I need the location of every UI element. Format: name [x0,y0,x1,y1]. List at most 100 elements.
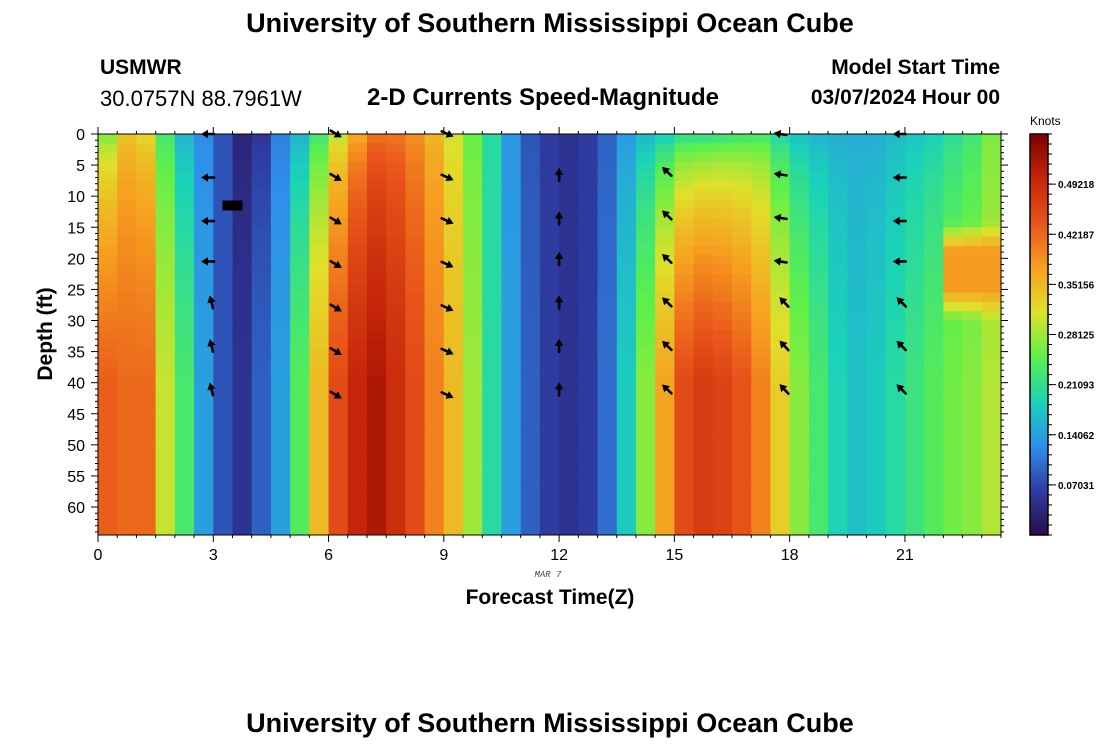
heatmap-cell [501,451,522,461]
heatmap-cell [674,441,695,452]
heatmap-cell [712,227,733,238]
current-vector [440,391,454,399]
heatmap-cell [808,497,829,508]
heatmap-cell [232,143,253,154]
heatmap-cell [732,525,752,535]
heatmap-cell [808,460,829,471]
heatmap-cell [712,161,733,172]
heatmap-cell [789,413,810,424]
current-vector [329,346,342,355]
heatmap-cell [366,404,387,415]
heatmap-cell [712,451,733,461]
heatmap-cell [751,497,772,508]
heatmap-cell [943,171,964,182]
heatmap-cell [347,301,368,312]
heatmap-cell [635,143,656,154]
heatmap-cell [443,227,464,238]
heatmap-cell [309,516,330,527]
heatmap-cell [309,348,330,359]
heatmap-cell [194,199,214,210]
heatmap-cell [616,432,637,443]
heatmap-cell [847,171,868,182]
heatmap-cell [309,404,330,415]
heatmap-cell [386,311,406,322]
heatmap-cell [539,171,560,182]
heatmap-cell [616,329,637,340]
heatmap-cell [232,217,253,228]
heatmap-cell [501,413,522,424]
heatmap-cell [539,134,560,144]
heatmap-cell [981,301,1001,312]
heatmap-cell [943,357,964,368]
heatmap-cell [866,264,887,275]
heatmap-cell [155,451,176,461]
heatmap-cell [520,143,541,154]
heatmap-cell [424,413,445,424]
heatmap-cell [655,143,675,154]
current-vector [779,384,790,395]
heatmap-cell [924,273,944,284]
heatmap-cell [251,273,272,284]
heatmap-cell [808,339,829,350]
heatmap-cell [616,255,637,266]
heatmap-cell [597,395,618,406]
heatmap-cell [232,245,253,256]
heatmap-cell [520,255,541,266]
heatmap-cell [155,283,176,294]
heatmap-cell [251,189,272,200]
heatmap-cell [885,376,906,387]
heatmap-cell [232,227,253,238]
heatmap-cell [309,479,330,489]
heatmap-cell [501,432,522,443]
heatmap-cell [578,292,599,303]
heatmap-cell [693,385,714,396]
heatmap-cell [463,273,483,284]
heatmap-cell [347,451,368,461]
heatmap-cell [251,395,272,406]
heatmap-cell [943,339,964,350]
heatmap-cell [539,385,560,396]
current-vector [554,382,564,397]
heatmap-cell [693,255,714,266]
heatmap-cell [194,245,214,256]
heatmap-cell [943,395,964,406]
heatmap-cell [213,245,234,256]
heatmap-cell [981,320,1001,331]
heatmap-cell [578,432,599,443]
heatmap-cell [616,217,637,228]
heatmap-cell [981,525,1001,535]
heatmap-cell [309,283,330,294]
heatmap-cell [290,497,310,508]
heatmap-cell [655,236,675,247]
heatmap-cell [213,273,234,284]
heatmap-cell [943,367,964,378]
heatmap-cell [885,227,906,238]
heatmap-cell [501,404,522,415]
heatmap-cell [309,507,330,517]
heatmap-cell [136,367,157,378]
heatmap-cell [424,217,445,228]
heatmap-cell [539,516,560,527]
heatmap-cell [232,497,253,508]
heatmap-cell [866,423,887,434]
heatmap-cell [194,423,214,434]
heatmap-cell [616,152,637,163]
heatmap-cell [347,227,368,238]
heatmap-cell [885,264,906,275]
model-start-label: Model Start Time [831,56,1000,79]
current-vector [892,216,907,226]
heatmap-cell [251,376,272,387]
heatmap-cell [789,376,810,387]
heatmap-cell [501,507,522,517]
heatmap-cell [655,413,675,424]
heatmap-cell [270,516,291,527]
heatmap-cell [655,292,675,303]
heatmap-cell [789,348,810,359]
heatmap-cell [904,376,925,387]
heatmap-cell [597,199,618,210]
heatmap-cell [482,469,503,480]
heatmap-cell [712,348,733,359]
heatmap-cell [655,479,675,489]
heatmap-cell [866,236,887,247]
heatmap-cell [597,171,618,182]
